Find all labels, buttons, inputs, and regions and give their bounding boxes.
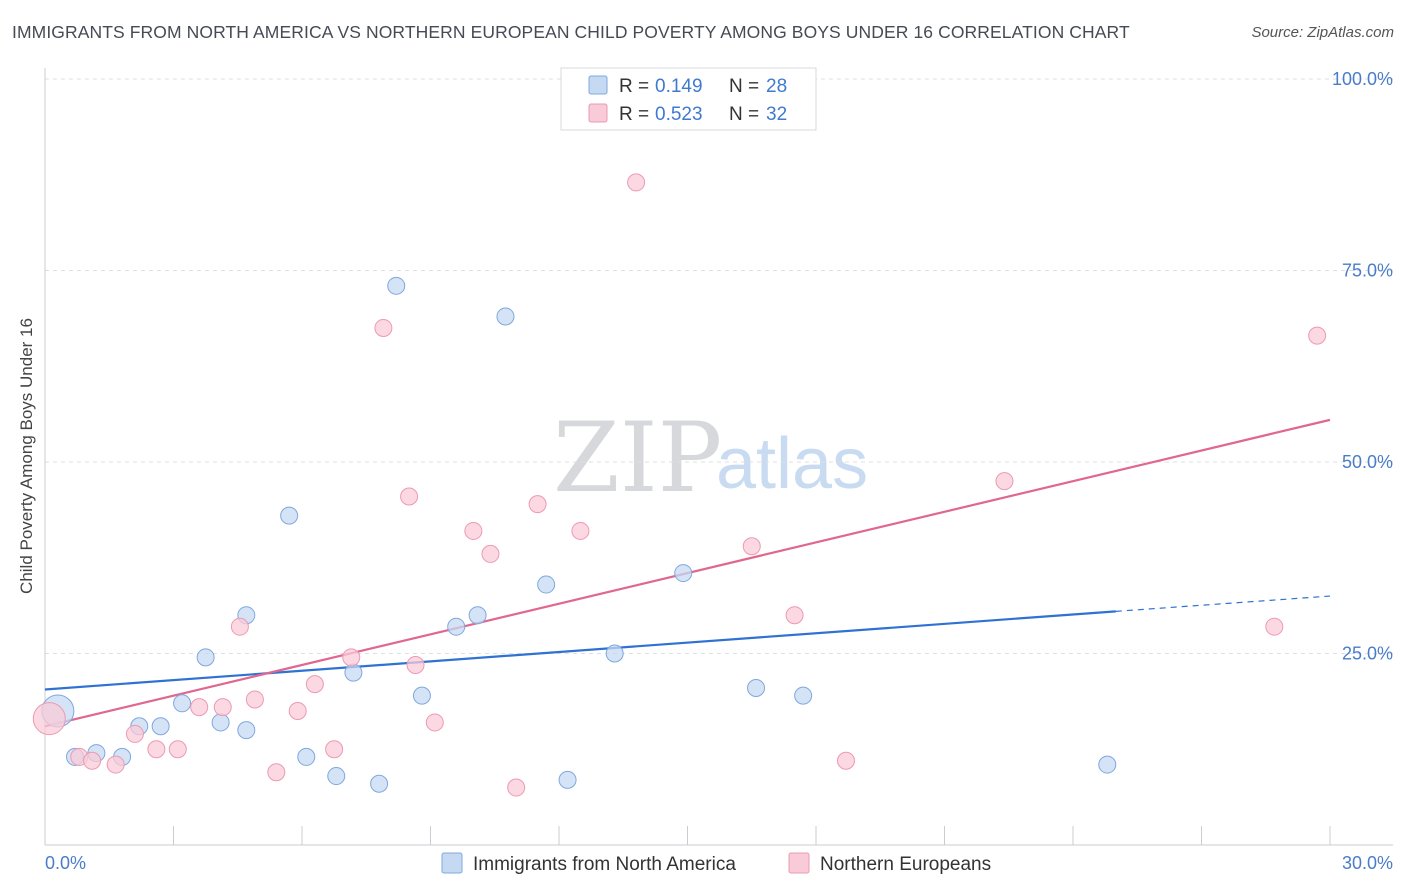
point-blue-27	[1098, 755, 1117, 774]
y-tick-label-0: 100.0%	[1332, 69, 1393, 89]
correlation-legend: R = 0.149 N = 28 R = 0.523 N = 32	[560, 67, 817, 131]
point-pink-8	[213, 698, 232, 717]
point-pink-22	[507, 778, 526, 797]
point-pink-7	[190, 698, 209, 717]
point-pink-28	[836, 751, 855, 770]
y-axis-label: Child Poverty Among Boys Under 16	[17, 318, 36, 594]
series-legend-label-blue: Immigrants from North America	[473, 854, 736, 875]
point-pink-14	[325, 740, 344, 759]
point-pink-25	[627, 173, 646, 192]
y-tick-label-2: 50.0%	[1342, 452, 1393, 472]
x-tick-label-0: 0.0%	[45, 853, 86, 873]
point-blue-15	[370, 774, 389, 793]
watermark-atlas: atlas	[716, 424, 868, 504]
series-legend-swatch-blue	[441, 852, 463, 874]
point-blue-13	[327, 767, 346, 786]
point-pink-11	[267, 763, 286, 782]
axes	[44, 68, 1393, 846]
trendline-blue-extension	[1115, 595, 1331, 612]
point-pink-26	[742, 537, 761, 556]
point-pink-19	[425, 713, 444, 732]
point-blue-8	[211, 713, 230, 732]
point-blue-20	[496, 307, 515, 326]
point-blue-19	[468, 606, 487, 625]
point-blue-24	[674, 564, 693, 583]
y-tick-labels: 100.0% 75.0% 50.0% 25.0%	[1332, 69, 1393, 664]
point-blue-11	[280, 506, 299, 525]
series-legend: Immigrants from North America Northern E…	[441, 852, 991, 875]
point-pink-23	[528, 495, 547, 514]
point-pink-4	[125, 724, 144, 743]
point-pink-12	[288, 701, 307, 720]
legend-r-value-1: 0.149	[655, 76, 703, 97]
point-blue-7	[196, 648, 215, 667]
point-pink-15	[342, 648, 361, 667]
point-blue-16	[387, 276, 406, 295]
point-pink-2	[83, 751, 102, 770]
series-legend-label-pink: Northern Europeans	[820, 854, 991, 875]
point-pink-17	[400, 487, 419, 506]
point-pink-3	[106, 755, 125, 774]
point-pink-16	[374, 318, 393, 337]
point-blue-25	[747, 678, 766, 697]
legend-swatch-pink	[588, 103, 608, 123]
point-blue-22	[558, 770, 577, 789]
point-pink-29	[995, 472, 1014, 491]
point-pink-13	[305, 675, 324, 694]
legend-swatch-blue	[588, 75, 608, 95]
point-pink-0	[32, 702, 66, 736]
point-blue-12	[297, 747, 316, 766]
point-pink-10	[245, 690, 264, 709]
point-pink-20	[464, 521, 483, 540]
point-pink-5	[147, 740, 166, 759]
point-pink-21	[481, 544, 500, 563]
point-pink-27	[785, 606, 804, 625]
legend-r-label-1: R =	[619, 76, 649, 97]
x-tick-labels: 0.0% 30.0%	[45, 853, 1393, 873]
point-pink-31	[1308, 326, 1327, 345]
point-blue-18	[447, 617, 466, 636]
chart-title: IMMIGRANTS FROM NORTH AMERICA VS NORTHER…	[12, 22, 1130, 42]
point-pink-18	[406, 655, 425, 674]
legend-n-value-1: 28	[766, 76, 787, 97]
data-points	[32, 173, 1327, 797]
legend-n-label-2: N =	[729, 104, 759, 125]
legend-n-value-2: 32	[766, 104, 787, 125]
x-tick-label-1: 30.0%	[1342, 853, 1393, 873]
legend-n-label-1: N =	[729, 76, 759, 97]
y-tick-label-3: 25.0%	[1342, 644, 1393, 664]
watermark-zip: ZIP	[553, 402, 722, 514]
y-tick-label-1: 75.0%	[1342, 261, 1393, 281]
point-blue-6	[173, 694, 192, 713]
point-pink-6	[168, 740, 187, 759]
point-pink-9	[230, 617, 249, 636]
series-legend-swatch-pink	[788, 852, 810, 874]
trendline-blue	[44, 610, 1116, 691]
point-blue-9	[237, 721, 256, 740]
point-blue-5	[151, 717, 170, 736]
point-blue-26	[794, 686, 813, 705]
point-pink-24	[571, 521, 590, 540]
legend-r-label-2: R =	[619, 104, 649, 125]
source-label: Source: ZipAtlas.com	[1251, 24, 1394, 41]
point-pink-30	[1265, 617, 1284, 636]
gridlines	[45, 78, 1393, 654]
point-blue-14	[344, 663, 363, 682]
point-blue-17	[412, 686, 431, 705]
point-blue-21	[537, 575, 556, 594]
point-blue-23	[605, 644, 624, 663]
legend-r-value-2: 0.523	[655, 104, 703, 125]
